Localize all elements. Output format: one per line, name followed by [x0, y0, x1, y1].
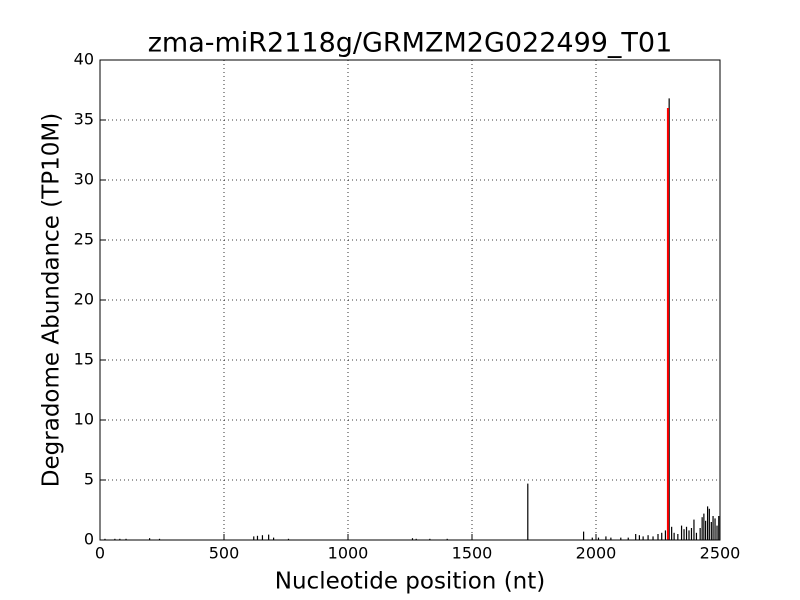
plot-frame — [99, 59, 721, 541]
x-tick-label: 500 — [209, 544, 240, 563]
y-tick-label: 15 — [74, 350, 94, 369]
y-tick-label: 30 — [74, 170, 94, 189]
x-axis-label: Nucleotide position (nt) — [275, 569, 545, 595]
y-tick-label: 5 — [84, 470, 94, 489]
chart-title: zma-miR2118g/GRMZM2G022499_T01 — [148, 28, 673, 59]
y-tick-label: 35 — [74, 110, 94, 129]
y-tick-label: 0 — [84, 530, 94, 549]
y-tick-label: 10 — [74, 410, 94, 429]
y-tick-label: 40 — [74, 50, 94, 69]
y-tick-label: 20 — [74, 290, 94, 309]
y-axis-label: Degradome Abundance (TP10M) — [39, 113, 65, 487]
x-tick-label: 0 — [95, 544, 105, 563]
x-tick-label: 1000 — [328, 544, 369, 563]
y-tick-label: 25 — [74, 230, 94, 249]
x-tick-label: 2500 — [700, 544, 741, 563]
plot-area: 0 5 10 15 20 25 30 35 40 0 500 1000 1500 2000 2500 — [74, 50, 741, 563]
x-tick-label: 2000 — [576, 544, 617, 563]
x-tick-label: 1500 — [452, 544, 493, 563]
